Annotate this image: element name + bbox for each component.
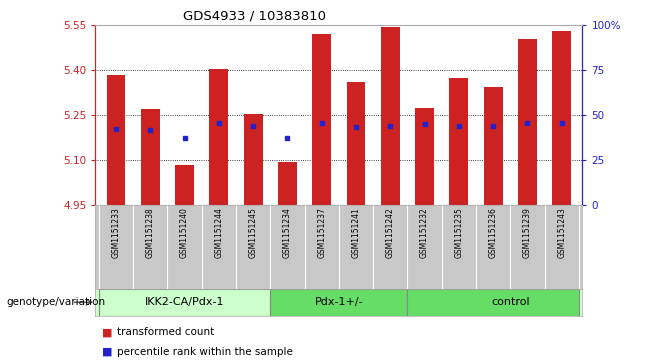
Text: Pdx-1+/-: Pdx-1+/-	[315, 297, 363, 307]
Bar	[552, 31, 571, 205]
Text: GSM1151237: GSM1151237	[317, 208, 326, 258]
Text: GSM1151234: GSM1151234	[283, 208, 292, 258]
Text: GSM1151238: GSM1151238	[146, 208, 155, 258]
Text: GSM1151245: GSM1151245	[249, 208, 258, 258]
Bar	[107, 75, 126, 205]
Text: IKK2-CA/Pdx-1: IKK2-CA/Pdx-1	[145, 297, 224, 307]
Text: GSM1151241: GSM1151241	[351, 208, 361, 258]
Bar	[449, 78, 468, 205]
Text: GSM1151243: GSM1151243	[557, 208, 567, 258]
Text: ■: ■	[102, 327, 113, 337]
Text: GSM1151232: GSM1151232	[420, 208, 429, 258]
Text: control: control	[491, 297, 530, 307]
Bar	[415, 108, 434, 205]
Text: GSM1151242: GSM1151242	[386, 208, 395, 258]
Text: transformed count: transformed count	[117, 327, 215, 337]
Text: genotype/variation: genotype/variation	[7, 297, 106, 307]
Text: GSM1151240: GSM1151240	[180, 208, 189, 258]
Text: GSM1151244: GSM1151244	[215, 208, 223, 258]
Text: ■: ■	[102, 347, 113, 357]
Text: GSM1151236: GSM1151236	[489, 208, 497, 258]
Bar	[243, 114, 263, 205]
Text: GDS4933 / 10383810: GDS4933 / 10383810	[183, 10, 326, 23]
Bar	[347, 82, 365, 205]
Text: GSM1151239: GSM1151239	[523, 208, 532, 258]
Text: percentile rank within the sample: percentile rank within the sample	[117, 347, 293, 357]
Bar	[518, 39, 537, 205]
Bar	[484, 87, 503, 205]
Text: GSM1151233: GSM1151233	[111, 208, 120, 258]
Bar	[407, 289, 579, 316]
Bar	[209, 69, 228, 205]
Text: GSM1151235: GSM1151235	[455, 208, 463, 258]
Bar	[99, 289, 270, 316]
Bar	[313, 34, 331, 205]
Bar	[270, 289, 407, 316]
Bar	[141, 109, 160, 205]
Bar	[381, 27, 400, 205]
Bar	[278, 162, 297, 205]
Bar	[175, 165, 194, 205]
